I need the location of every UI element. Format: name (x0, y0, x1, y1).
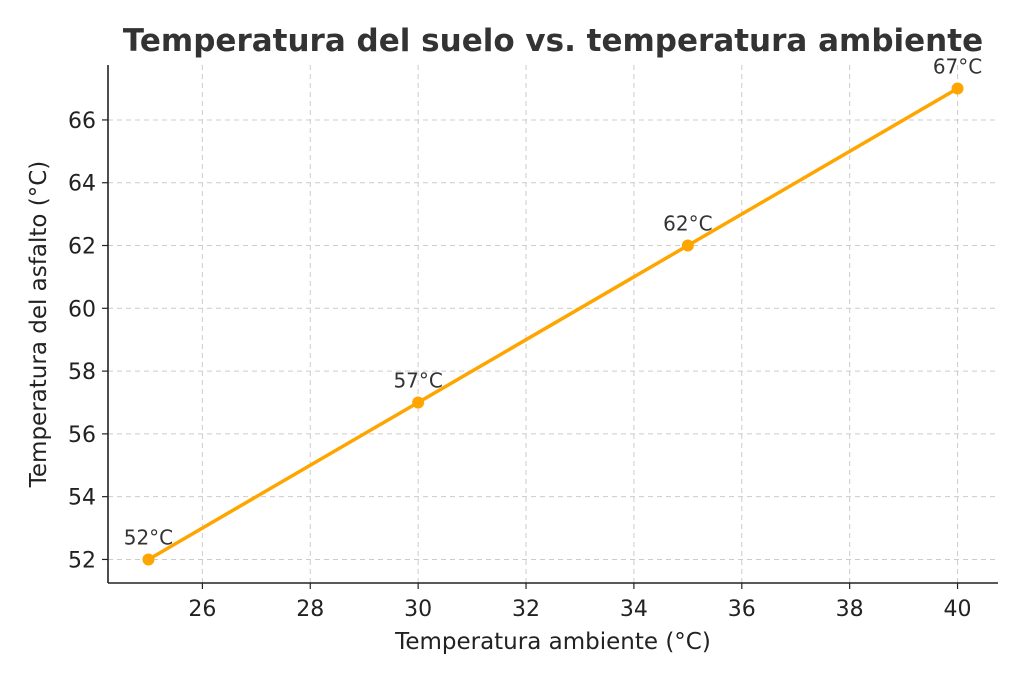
y-tick-label: 66 (68, 109, 96, 134)
y-tick-label: 62 (68, 235, 96, 260)
y-tick-label: 60 (68, 297, 96, 322)
x-tick-label: 30 (404, 597, 432, 622)
data-label: 62°C (663, 212, 712, 236)
y-tick-label: 58 (68, 360, 96, 385)
x-tick-label: 32 (512, 597, 540, 622)
y-tick-label: 54 (68, 486, 96, 511)
y-ticks: 52 54 56 58 60 62 64 66 (68, 109, 108, 573)
y-gridlines (108, 119, 998, 560)
data-label: 57°C (393, 368, 442, 392)
data-label: 52°C (124, 525, 173, 549)
x-tick-label: 38 (836, 597, 864, 622)
data-point (951, 82, 964, 95)
y-tick-label: 52 (68, 548, 96, 573)
data-label: 67°C (933, 55, 982, 79)
x-tick-label: 26 (188, 597, 216, 622)
y-tick-label: 64 (68, 172, 96, 197)
x-tick-label: 36 (728, 597, 756, 622)
series-group: 52°C 57°C 62°C 67°C (124, 55, 982, 566)
y-axis-label: Temperatura del asfalto (°C) (26, 161, 52, 488)
data-point (142, 553, 155, 566)
series-line (147, 87, 959, 561)
data-point (681, 239, 694, 252)
x-tick-label: 28 (296, 597, 324, 622)
chart-title: Temperatura del suelo vs. temperatura am… (123, 23, 983, 59)
y-tick-label: 56 (68, 423, 96, 448)
x-ticks: 26 28 30 32 34 36 38 40 (188, 583, 972, 622)
x-gridlines (201, 65, 959, 583)
x-tick-label: 40 (944, 597, 972, 622)
data-point (412, 396, 425, 409)
x-tick-label: 34 (620, 597, 648, 622)
x-axis-label: Temperatura ambiente (°C) (394, 629, 711, 655)
